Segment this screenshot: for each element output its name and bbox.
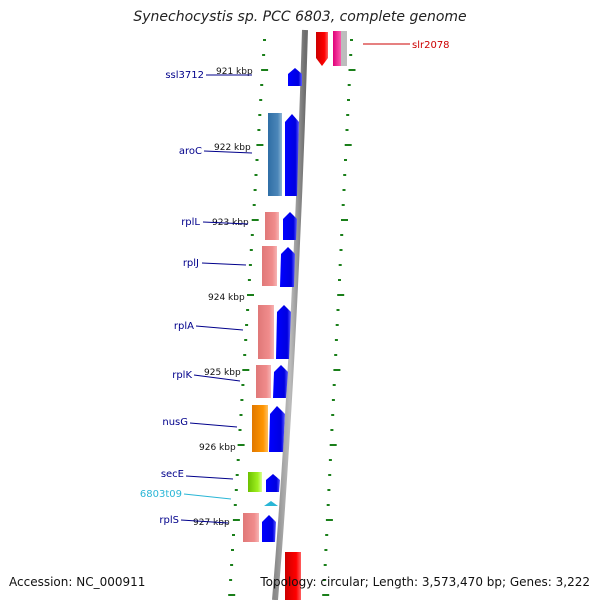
gene-rplK-arrow bbox=[273, 365, 288, 398]
forward-strand-features bbox=[243, 68, 302, 600]
gene-label-6803t09: 6803t09 bbox=[140, 489, 182, 500]
topology-summary: Topology: circular; Length: 3,573,470 bp… bbox=[260, 575, 590, 589]
genome-backbone bbox=[272, 29, 308, 600]
gene-rplL-cds bbox=[265, 212, 279, 240]
label-line-aroC bbox=[203, 150, 253, 154]
kbp-label: 924 kbp bbox=[208, 293, 245, 303]
gene-label-rplA: rplA bbox=[174, 321, 194, 332]
gene-aroC-cds bbox=[268, 113, 282, 196]
gene-nusG-cds bbox=[252, 405, 268, 452]
accession-text: Accession: NC_000911 bbox=[9, 575, 146, 589]
gene-rplK-cds bbox=[256, 365, 271, 398]
gene-ssl3712-arrow bbox=[288, 68, 302, 86]
map-title: Synechocystis sp. PCC 6803, complete gen… bbox=[133, 9, 467, 25]
gene-label-lines bbox=[180, 74, 253, 524]
gene-slr2078-cds bbox=[333, 31, 342, 66]
gene-6803t09-arrow bbox=[264, 501, 278, 506]
label-line-6803t09 bbox=[183, 493, 232, 500]
gene-rplA-arrow bbox=[276, 305, 291, 359]
gene-rplJ-cds bbox=[262, 246, 277, 286]
gene-label-rplK: rplK bbox=[172, 370, 192, 381]
gene-secE-arrow bbox=[266, 474, 280, 492]
gene-rplS-cds bbox=[243, 513, 259, 542]
kbp-labels: 921 kbp 922 kbp 923 kbp 924 kbp 925 kbp … bbox=[193, 67, 253, 528]
label-line-rplK bbox=[193, 374, 241, 382]
kbp-label: 922 kbp bbox=[214, 143, 251, 153]
kbp-label: 926 kbp bbox=[199, 443, 236, 453]
gene-rplJ-arrow bbox=[280, 247, 295, 287]
label-line-rplA bbox=[195, 325, 244, 331]
gene-label-ssl3712: ssl3712 bbox=[165, 70, 204, 81]
kbp-ruler-left bbox=[228, 39, 269, 596]
kbp-label: 925 kbp bbox=[204, 368, 241, 378]
gene-label-aroC: aroC bbox=[179, 146, 202, 157]
gene-label-rplJ: rplJ bbox=[183, 258, 199, 269]
kbp-ruler-right bbox=[322, 39, 356, 596]
gene-rplS-arrow bbox=[262, 515, 276, 542]
kbp-label: 921 kbp bbox=[216, 67, 253, 77]
reverse-strand-features bbox=[316, 31, 410, 66]
gene-label-nusG: nusG bbox=[162, 417, 188, 428]
label-line-rplS bbox=[180, 519, 229, 524]
label-line-nusG bbox=[189, 422, 238, 428]
gene-slr2078-arrow bbox=[316, 32, 328, 66]
gene-nusG-arrow bbox=[269, 406, 285, 452]
kbp-label: 927 kbp bbox=[193, 518, 230, 528]
gene-labels: slr2078 ssl3712 aroC rplL rplJ rplA rplK… bbox=[140, 40, 450, 526]
gene-next-cds bbox=[285, 552, 301, 600]
gene-label-rplS: rplS bbox=[159, 515, 179, 526]
label-line-rplJ bbox=[201, 262, 247, 266]
gene-aroC-arrow bbox=[285, 114, 299, 196]
label-line-rplL bbox=[202, 221, 249, 225]
gene-rplA-cds bbox=[258, 305, 274, 359]
label-line-secE bbox=[185, 475, 234, 480]
gene-label-slr2078: slr2078 bbox=[412, 40, 450, 51]
gene-label-secE: secE bbox=[161, 469, 184, 480]
gene-slr2078-cds-shadow bbox=[341, 31, 347, 66]
gene-secE-cds bbox=[248, 472, 262, 492]
gene-rplL-arrow bbox=[283, 212, 297, 240]
gene-label-rplL: rplL bbox=[181, 217, 200, 228]
